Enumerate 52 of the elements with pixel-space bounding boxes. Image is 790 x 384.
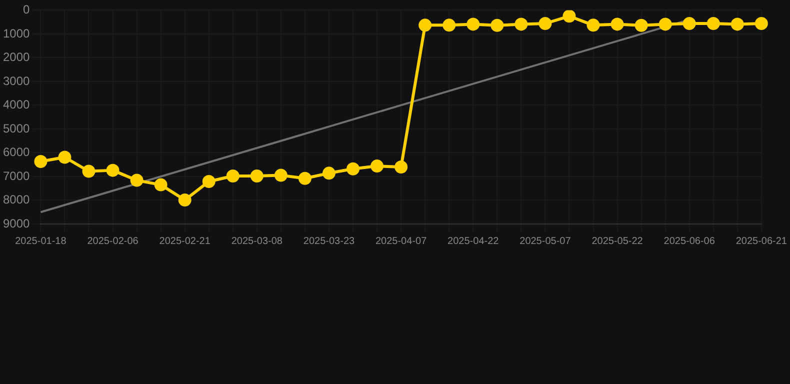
- point: [58, 150, 72, 164]
- point: [106, 164, 120, 177]
- point: [706, 17, 720, 30]
- x-tick-label: 2025-03-23: [303, 236, 355, 247]
- point: [346, 162, 360, 176]
- x-tick-label: 2025-01-18: [15, 236, 67, 247]
- point: [202, 174, 216, 188]
- point: [250, 170, 264, 183]
- point: [586, 18, 600, 32]
- point: [394, 160, 408, 174]
- point: [418, 18, 432, 32]
- x-tick-label: 2025-02-06: [87, 236, 139, 247]
- point: [466, 18, 480, 31]
- point: [682, 17, 696, 30]
- point: [610, 18, 624, 31]
- x-tick-label: 2025-06-06: [664, 236, 716, 247]
- x-tick-label: 2025-05-07: [520, 236, 572, 247]
- x-tick-label: 2025-04-07: [375, 236, 428, 247]
- point: [82, 164, 96, 178]
- point: [298, 172, 312, 185]
- point: [538, 17, 552, 30]
- y-tick-label: 3000: [2, 74, 30, 88]
- y-tick-label: 5000: [2, 121, 30, 136]
- x-tick-label: 2025-02-21: [159, 236, 211, 247]
- point: [370, 160, 384, 173]
- x-tick-label: 2025-05-22: [592, 236, 644, 247]
- y-tick-label: 0: [23, 2, 30, 17]
- point: [754, 17, 768, 30]
- x-tick-label: 2025-06-21: [736, 236, 788, 247]
- y-tick-label: 9000: [2, 216, 30, 230]
- point: [322, 166, 336, 180]
- y-tick-label: 2000: [2, 50, 30, 64]
- point: [730, 18, 744, 31]
- point: [226, 170, 240, 183]
- point: [274, 168, 288, 182]
- x-tick-label: 2025-04-22: [448, 236, 500, 247]
- point: [634, 18, 648, 32]
- x-tick-label: 2025-03-08: [231, 236, 283, 247]
- y-tick-label: 4000: [2, 98, 30, 112]
- point: [154, 178, 168, 192]
- y-tick-label: 6000: [2, 145, 30, 160]
- point: [178, 194, 192, 207]
- point: [442, 18, 456, 32]
- point: [34, 155, 48, 168]
- y-tick-label: 1000: [2, 26, 30, 40]
- y-tick-label: 8000: [2, 192, 30, 207]
- point: [514, 18, 528, 31]
- point: [130, 174, 144, 187]
- point: [490, 18, 504, 32]
- y-tick-label: 7000: [2, 168, 30, 183]
- point: [562, 10, 576, 23]
- point: [658, 18, 672, 31]
